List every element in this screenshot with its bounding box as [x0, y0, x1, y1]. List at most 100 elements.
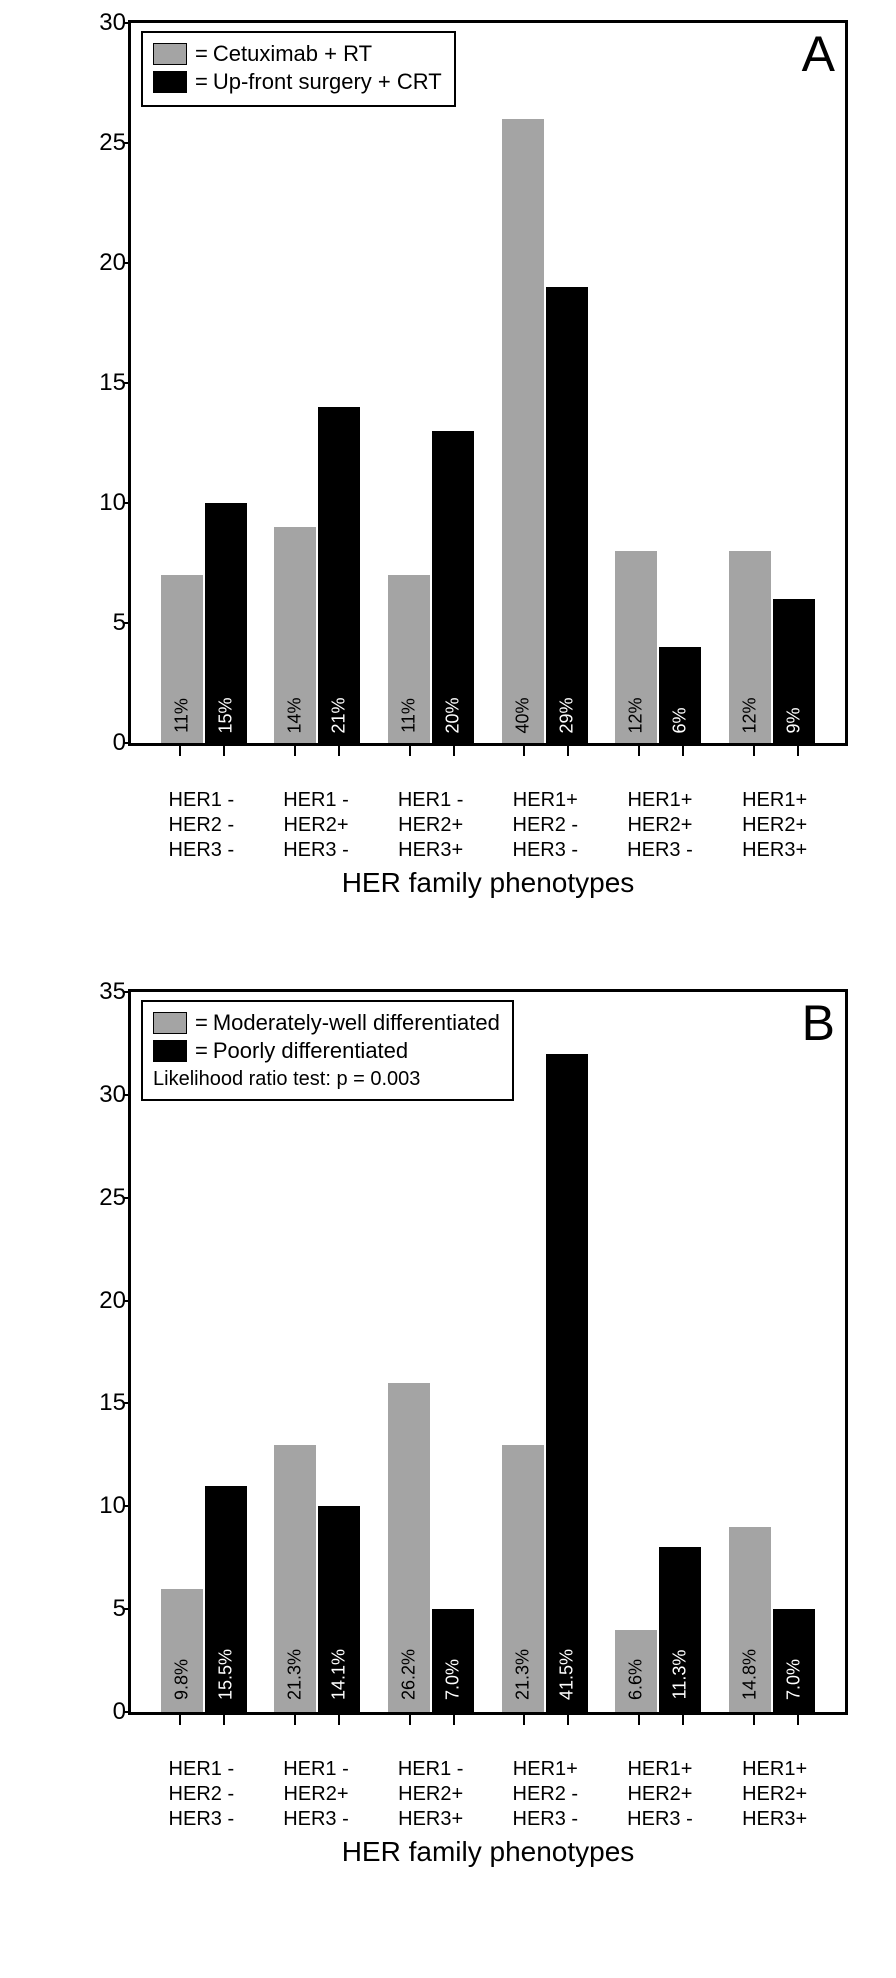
bar: 14% [274, 527, 316, 743]
y-tick-label: 30 [91, 9, 126, 37]
y-tick-label: 0 [91, 729, 126, 757]
x-tick-mark [223, 1715, 225, 1725]
bar-pct-label: 21.3% [285, 1649, 306, 1700]
x-category-label: HER1+HER2+HER3+ [727, 1757, 822, 1832]
bar-pct-label: 26.2% [399, 1649, 420, 1700]
x-category-label: HER1+HER2+HER3 - [612, 1757, 707, 1832]
legend-a: =Cetuximab + RT=Up-front surgery + CRT [141, 31, 456, 107]
legend-item: =Poorly differentiated [153, 1038, 500, 1064]
y-tick-label: 20 [91, 1287, 126, 1315]
y-tick-label: 25 [91, 129, 126, 157]
y-tick-mark [123, 1608, 131, 1610]
bar: 7.0% [432, 1609, 474, 1712]
bar: 12% [729, 551, 771, 743]
legend-b: =Moderately-well differentiated=Poorly d… [141, 1000, 514, 1101]
x-axis-label: HER family phenotypes [128, 867, 848, 899]
bar-pct-label: 12% [626, 697, 647, 733]
legend-swatch [153, 71, 187, 93]
bar: 12% [615, 551, 657, 743]
bar-group: 12% 6% [615, 551, 701, 743]
y-tick-label: 30 [91, 1081, 126, 1109]
bar-pct-label: 40% [512, 697, 533, 733]
x-tick-mark [523, 1715, 525, 1725]
y-tick-mark [123, 1711, 131, 1713]
bar: 14.8% [729, 1527, 771, 1712]
y-tick-label: 10 [91, 489, 126, 517]
y-tick-mark [123, 382, 131, 384]
bar-pct-label: 11% [171, 698, 192, 733]
bar: 11.3% [659, 1547, 701, 1712]
legend-item: =Cetuximab + RT [153, 41, 442, 67]
bar: 29% [546, 287, 588, 743]
y-tick-mark [123, 1300, 131, 1302]
y-tick-mark [123, 742, 131, 744]
x-category-label: HER1+HER2+HER3+ [727, 788, 822, 863]
x-tick-mark [753, 1715, 755, 1725]
x-tick-mark [638, 746, 640, 756]
bar-group: 14.8% 7.0% [729, 1527, 815, 1712]
bar: 14.1% [318, 1506, 360, 1712]
bar-pct-label: 12% [740, 697, 761, 733]
y-tick-mark [123, 1505, 131, 1507]
x-tick-mark [753, 746, 755, 756]
legend-swatch [153, 43, 187, 65]
x-tick-mark [682, 746, 684, 756]
x-tick-mark [797, 746, 799, 756]
x-tick-mark [294, 746, 296, 756]
bar-group: 21.3%41.5% [502, 1054, 588, 1712]
bar: 6% [659, 647, 701, 743]
bar-group: 9.8%15.5% [161, 1486, 247, 1712]
x-category-label: HER1+HER2+HER3 - [612, 788, 707, 863]
x-tick-mark [338, 746, 340, 756]
x-tick-mark [523, 746, 525, 756]
y-tick-mark [123, 262, 131, 264]
bar-group: 21.3% 14.1% [274, 1445, 360, 1712]
y-tick-mark [123, 1197, 131, 1199]
x-axis-label: HER family phenotypes [128, 1836, 848, 1868]
bar: 21.3% [274, 1445, 316, 1712]
legend-label: Up-front surgery + CRT [213, 69, 442, 95]
bar-pct-label: 14% [285, 697, 306, 733]
y-tick-mark [123, 22, 131, 24]
bar: 7.0% [773, 1609, 815, 1712]
bar-pct-label: 7.0% [784, 1659, 805, 1700]
chart-panel-a: Frequency of HER family phenotypes A 11%… [33, 20, 863, 899]
chart-frame-a: A 11%15%14%21%11%20%40%29%12%6%12%9% 051… [128, 20, 848, 746]
legend-equals: = [195, 1038, 208, 1064]
x-category-label: HER1+HER2 -HER3 - [498, 788, 593, 863]
bar-pct-label: 14.1% [329, 1649, 350, 1700]
y-tick-label: 0 [91, 1698, 126, 1726]
bar-pct-label: 14.8% [740, 1649, 761, 1700]
bar: 21.3% [502, 1445, 544, 1712]
y-tick-label: 20 [91, 249, 126, 277]
bar: 11% [388, 575, 430, 743]
y-tick-label: 5 [91, 1595, 126, 1623]
y-tick-mark [123, 991, 131, 993]
bar-pct-label: 15.5% [215, 1649, 236, 1700]
x-tick-mark [567, 746, 569, 756]
legend-equals: = [195, 69, 208, 95]
bar: 6.6% [615, 1630, 657, 1712]
chart-panel-b: Frequency of HER family phenotypes B 9.8… [33, 989, 863, 1868]
y-tick-mark [123, 1094, 131, 1096]
x-tick-mark [638, 1715, 640, 1725]
x-tick-mark [294, 1715, 296, 1725]
legend-label: Poorly differentiated [213, 1038, 408, 1064]
bar: 26.2% [388, 1383, 430, 1712]
bar: 41.5% [546, 1054, 588, 1712]
bar: 11% [161, 575, 203, 743]
bar: 15.5% [205, 1486, 247, 1712]
y-tick-label: 15 [91, 1389, 126, 1417]
chart-frame-b: B 9.8%15.5%21.3%14.1%26.2%7.0%21.3%41.5%… [128, 989, 848, 1715]
bar-pct-label: 11.3% [670, 1650, 691, 1700]
bar-pct-label: 6% [670, 707, 691, 733]
bar-pct-label: 15% [215, 697, 236, 733]
x-tick-mark [409, 1715, 411, 1725]
bar-pct-label: 20% [443, 697, 464, 733]
x-category-label: HER1 -HER2 -HER3 - [154, 1757, 249, 1832]
x-tick-mark [179, 1715, 181, 1725]
bar-pct-label: 9% [784, 707, 805, 733]
bar: 20% [432, 431, 474, 743]
bar: 9% [773, 599, 815, 743]
legend-label: Moderately-well differentiated [213, 1010, 500, 1036]
